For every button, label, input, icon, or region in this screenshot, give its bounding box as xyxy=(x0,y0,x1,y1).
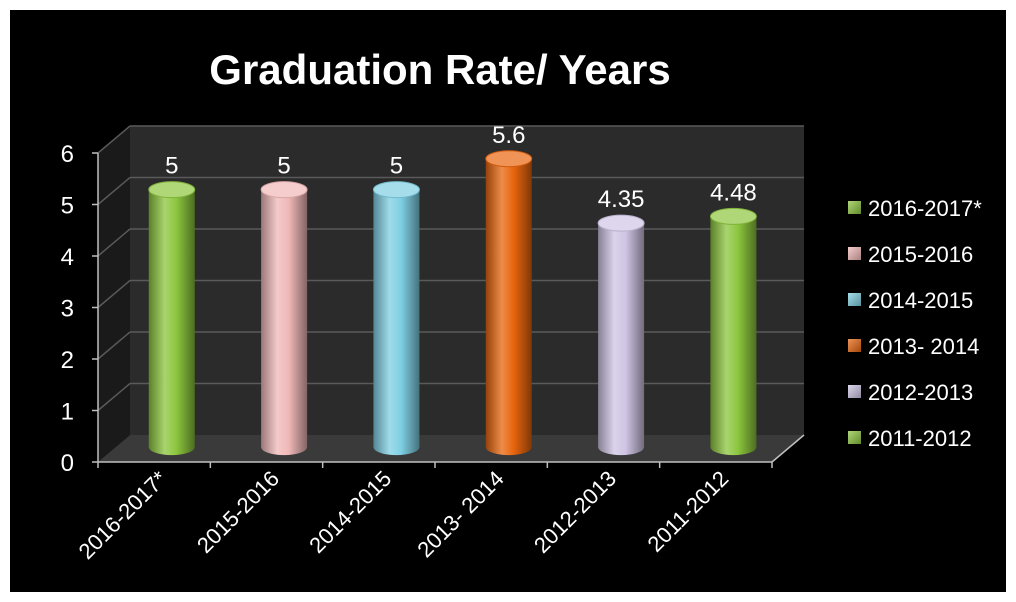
bar-top xyxy=(709,207,757,225)
floor-edge xyxy=(771,434,805,463)
data-label: 4.48 xyxy=(710,179,757,206)
gridline-side xyxy=(97,228,131,257)
x-tick-label: 2015-2016 xyxy=(192,466,284,558)
legend-label: 2014-2015 xyxy=(868,288,973,313)
legend-item: 2012-2013 xyxy=(848,380,973,405)
chart-svg: Graduation Rate/ Years 5 5 55.64.35 4.48 20… xyxy=(61,46,983,564)
chart-walls xyxy=(98,126,804,462)
y-tick-labels: 0 1 2 3 4 5 6 xyxy=(61,141,74,477)
bar-body xyxy=(148,189,195,456)
legend-label: 2013- 2014 xyxy=(868,334,979,359)
legend-item: 2015-2016 xyxy=(848,242,973,267)
x-tick-label: 2012-2013 xyxy=(529,466,621,558)
bar xyxy=(597,214,645,456)
gridline-side xyxy=(97,176,131,206)
bar-body xyxy=(598,223,645,456)
gridline-side xyxy=(97,125,131,154)
bar xyxy=(709,207,757,456)
bar-top xyxy=(148,181,196,199)
axes xyxy=(92,152,805,468)
y-tick-label: 4 xyxy=(61,244,74,271)
data-label: 5 xyxy=(277,153,290,180)
data-label: 5 xyxy=(165,153,178,180)
chart-frame: Graduation Rate/ Years 5 5 5 5.6 4.35 4.48 20… xyxy=(10,10,1006,592)
floor xyxy=(98,435,804,462)
gridline-side xyxy=(97,382,131,412)
gridlines xyxy=(97,125,804,412)
gridline-side xyxy=(97,279,131,309)
legend-label: 2012-2013 xyxy=(868,380,973,405)
bar-top xyxy=(260,181,308,199)
legend-item: 2011-2012 xyxy=(848,426,972,451)
legend-swatch xyxy=(848,247,861,260)
y-tick-label: 0 xyxy=(61,450,74,477)
legend-swatch xyxy=(848,431,861,444)
x-tick-label: 2013- 2014 xyxy=(412,466,508,562)
x-tick-label: 2016-2017* xyxy=(74,466,172,564)
legend: 2016-2017* 2015-2016 2014-2015 2013- 2014 20… xyxy=(848,196,982,451)
data-label: 4.35 xyxy=(598,186,645,213)
legend-swatch xyxy=(848,201,861,214)
bar xyxy=(485,150,533,456)
bar-top xyxy=(597,214,645,232)
bar-top xyxy=(372,181,420,199)
legend-label: 2015-2016 xyxy=(868,242,973,267)
x-tick-label: 2014-2015 xyxy=(304,466,396,558)
bar-body xyxy=(261,189,308,456)
y-tick-label: 2 xyxy=(61,347,74,374)
legend-swatch xyxy=(848,385,861,398)
data-label: 5.6 xyxy=(492,122,525,149)
legend-item: 2013- 2014 xyxy=(848,334,979,359)
y-tick-label: 6 xyxy=(61,141,74,168)
bar xyxy=(372,181,420,456)
data-label: 5 xyxy=(390,153,403,180)
bar-body xyxy=(373,189,420,456)
legend-label: 2011-2012 xyxy=(868,426,972,451)
legend-label: 2016-2017* xyxy=(868,196,982,221)
legend-item: 2014-2015 xyxy=(848,288,973,313)
bar xyxy=(148,181,196,456)
bar-top xyxy=(485,150,533,168)
legend-swatch xyxy=(848,293,861,306)
y-tick-label: 1 xyxy=(61,399,74,426)
bars xyxy=(148,150,757,456)
bar-body xyxy=(485,158,532,456)
bar xyxy=(260,181,308,456)
x-tick-labels: 2016-2017* 2015-2016 2014-2015 2013- 2014 20… xyxy=(74,466,734,564)
y-tick-label: 5 xyxy=(61,193,74,220)
chart-title: Graduation Rate/ Years xyxy=(209,46,670,93)
y-tick-label: 3 xyxy=(61,296,74,323)
legend-swatch xyxy=(848,339,861,352)
bar-body xyxy=(710,216,757,456)
legend-item: 2016-2017* xyxy=(848,196,982,221)
x-tick-label: 2011-2012 xyxy=(642,466,733,557)
data-labels: 5 5 5 5.6 4.35 4.48 xyxy=(165,122,757,213)
gridline-side xyxy=(97,331,131,360)
